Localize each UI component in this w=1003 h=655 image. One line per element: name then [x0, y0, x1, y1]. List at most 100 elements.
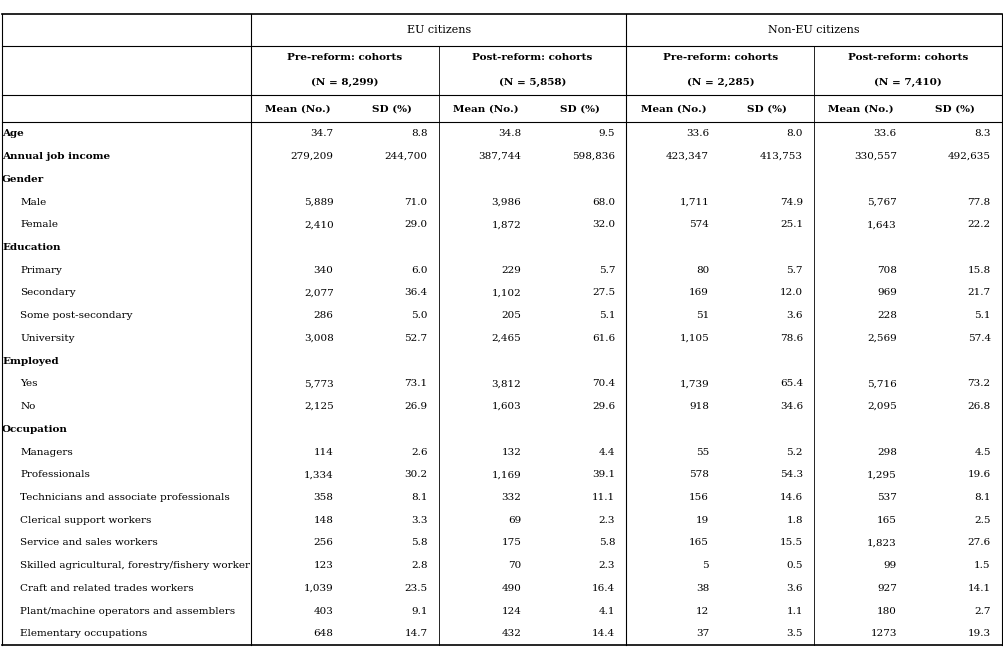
Text: 2.7: 2.7 [973, 607, 990, 616]
Text: SD (%): SD (%) [746, 104, 786, 113]
Text: No: No [20, 402, 35, 411]
Text: 19.3: 19.3 [967, 629, 990, 639]
Text: 71.0: 71.0 [404, 198, 427, 206]
Text: 358: 358 [313, 493, 333, 502]
Text: Mean (No.): Mean (No.) [827, 104, 893, 113]
Text: 8.0: 8.0 [785, 129, 802, 138]
Text: 969: 969 [876, 288, 896, 297]
Text: 15.5: 15.5 [779, 538, 802, 548]
Text: 5.7: 5.7 [598, 266, 615, 274]
Text: EU citizens: EU citizens [406, 25, 470, 35]
Text: 74.9: 74.9 [779, 198, 802, 206]
Text: 1,739: 1,739 [679, 379, 708, 388]
Text: Craft and related trades workers: Craft and related trades workers [20, 584, 194, 593]
Text: 37: 37 [695, 629, 708, 639]
Text: 15.8: 15.8 [967, 266, 990, 274]
Text: 165: 165 [876, 515, 896, 525]
Text: 78.6: 78.6 [779, 334, 802, 343]
Text: 8.1: 8.1 [410, 493, 427, 502]
Text: 124: 124 [500, 607, 521, 616]
Text: 8.8: 8.8 [410, 129, 427, 138]
Text: 279,209: 279,209 [290, 152, 333, 161]
Text: 1,334: 1,334 [304, 470, 333, 479]
Text: Age: Age [2, 129, 24, 138]
Text: 26.9: 26.9 [404, 402, 427, 411]
Text: 180: 180 [876, 607, 896, 616]
Text: 57.4: 57.4 [967, 334, 990, 343]
Text: 5: 5 [702, 561, 708, 570]
Text: 4.4: 4.4 [598, 447, 615, 457]
Text: Post-reform: cohorts: Post-reform: cohorts [472, 53, 592, 62]
Text: 1.8: 1.8 [785, 515, 802, 525]
Text: 918: 918 [688, 402, 708, 411]
Text: 3,986: 3,986 [491, 198, 521, 206]
Text: 3.3: 3.3 [410, 515, 427, 525]
Text: Secondary: Secondary [20, 288, 75, 297]
Text: 12.0: 12.0 [779, 288, 802, 297]
Text: Skilled agricultural, forestry/fishery worker: Skilled agricultural, forestry/fishery w… [20, 561, 250, 570]
Text: (N = 7,410): (N = 7,410) [874, 78, 941, 86]
Text: (N = 5,858): (N = 5,858) [498, 78, 566, 86]
Text: 80: 80 [695, 266, 708, 274]
Text: 4.1: 4.1 [598, 607, 615, 616]
Text: 5.8: 5.8 [410, 538, 427, 548]
Text: 927: 927 [876, 584, 896, 593]
Text: 2,077: 2,077 [304, 288, 333, 297]
Text: 8.3: 8.3 [973, 129, 990, 138]
Text: 708: 708 [876, 266, 896, 274]
Text: 413,753: 413,753 [759, 152, 802, 161]
Text: 8.1: 8.1 [973, 493, 990, 502]
Text: 175: 175 [500, 538, 521, 548]
Text: 34.8: 34.8 [497, 129, 521, 138]
Text: 9.1: 9.1 [410, 607, 427, 616]
Text: 5,767: 5,767 [867, 198, 896, 206]
Text: 65.4: 65.4 [779, 379, 802, 388]
Text: (N = 8,299): (N = 8,299) [311, 78, 378, 86]
Text: 36.4: 36.4 [404, 288, 427, 297]
Text: 490: 490 [500, 584, 521, 593]
Text: 39.1: 39.1 [592, 470, 615, 479]
Text: Pre-reform: cohorts: Pre-reform: cohorts [287, 53, 402, 62]
Text: 1,295: 1,295 [867, 470, 896, 479]
Text: Professionals: Professionals [20, 470, 90, 479]
Text: 256: 256 [313, 538, 333, 548]
Text: Technicians and associate professionals: Technicians and associate professionals [20, 493, 230, 502]
Text: 3,008: 3,008 [304, 334, 333, 343]
Text: 1,039: 1,039 [304, 584, 333, 593]
Text: Annual job income: Annual job income [2, 152, 110, 161]
Text: 648: 648 [313, 629, 333, 639]
Text: 33.6: 33.6 [873, 129, 896, 138]
Text: 12: 12 [695, 607, 708, 616]
Text: 5.1: 5.1 [598, 311, 615, 320]
Text: 9.5: 9.5 [598, 129, 615, 138]
Text: Education: Education [2, 243, 60, 252]
Text: 2.3: 2.3 [598, 515, 615, 525]
Text: Occupation: Occupation [2, 425, 68, 434]
Text: 69: 69 [508, 515, 521, 525]
Text: 2,410: 2,410 [304, 220, 333, 229]
Text: 3,812: 3,812 [491, 379, 521, 388]
Text: 52.7: 52.7 [404, 334, 427, 343]
Text: 403: 403 [313, 607, 333, 616]
Text: 14.7: 14.7 [404, 629, 427, 639]
Text: SD (%): SD (%) [934, 104, 974, 113]
Text: 578: 578 [688, 470, 708, 479]
Text: Pre-reform: cohorts: Pre-reform: cohorts [662, 53, 777, 62]
Text: 16.4: 16.4 [592, 584, 615, 593]
Text: 27.6: 27.6 [967, 538, 990, 548]
Text: Mean (No.): Mean (No.) [640, 104, 705, 113]
Text: 27.5: 27.5 [592, 288, 615, 297]
Text: Yes: Yes [20, 379, 37, 388]
Text: 598,836: 598,836 [572, 152, 615, 161]
Text: Service and sales workers: Service and sales workers [20, 538, 157, 548]
Text: 70.4: 70.4 [592, 379, 615, 388]
Text: 11.1: 11.1 [592, 493, 615, 502]
Text: (N = 2,285): (N = 2,285) [686, 78, 753, 86]
Text: 1,169: 1,169 [491, 470, 521, 479]
Text: 29.6: 29.6 [592, 402, 615, 411]
Text: 2.8: 2.8 [410, 561, 427, 570]
Text: 22.2: 22.2 [967, 220, 990, 229]
Text: SD (%): SD (%) [371, 104, 411, 113]
Text: 228: 228 [876, 311, 896, 320]
Text: 169: 169 [688, 288, 708, 297]
